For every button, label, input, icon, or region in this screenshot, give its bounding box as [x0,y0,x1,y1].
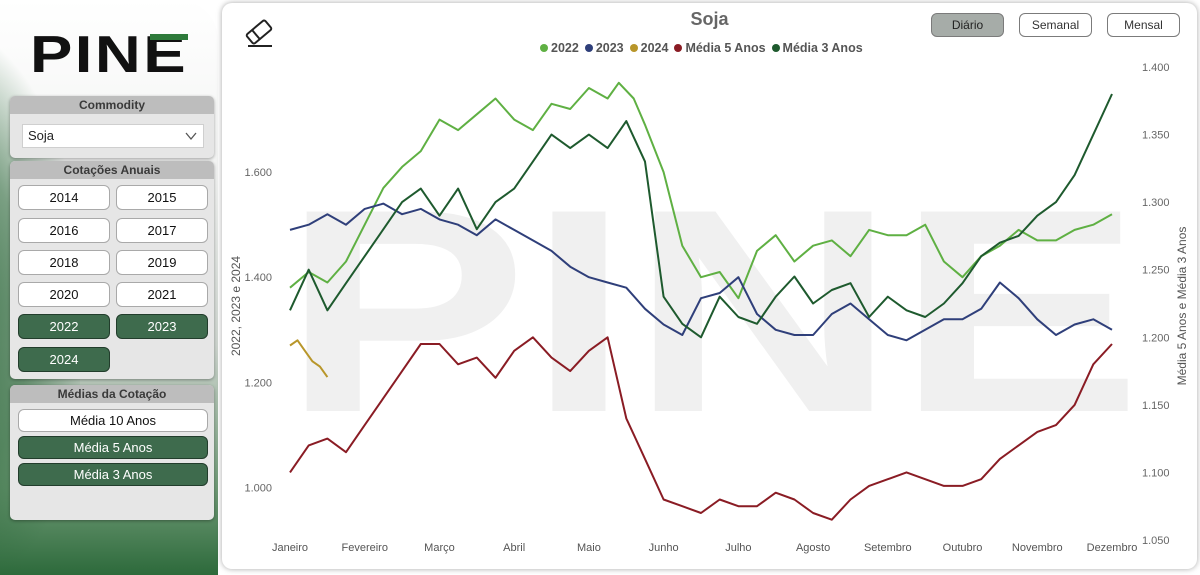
x-tick-label: Março [424,542,455,554]
medias-header: Médias da Cotação [10,385,214,403]
line-chart: 1.000 1.200 1.400 1.600 1.050 1.100 1.150 1.20… [229,62,1189,554]
year-button-2018[interactable]: 2018 [18,250,110,275]
year-button-2017[interactable]: 2017 [116,218,208,243]
chart-card: PINE Soja Diário Semanal Mensal 2022 202… [222,3,1197,569]
legend-swatch [674,44,683,52]
y2-tick-label: 1.200 [1142,332,1170,344]
x-tick-label: Julho [725,542,751,554]
year-button-2014[interactable]: 2014 [18,185,110,210]
y2-tick-label: 1.300 [1142,197,1170,209]
year-button-2016[interactable]: 2016 [18,218,110,243]
legend-item-media-3-anos[interactable]: Média 3 Anos [771,39,863,57]
x-tick-label: Setembro [864,542,912,554]
legend-label: Média 5 Anos [685,41,766,55]
legend-item-media-5-anos[interactable]: Média 5 Anos [674,39,766,57]
media-5-anos-button[interactable]: Média 5 Anos [18,436,208,459]
y-tick-label: 1.600 [244,167,272,179]
y-axis-right: 1.050 1.100 1.150 1.200 1.250 1.300 1.350 1.400 [1142,62,1170,547]
commodity-dropdown[interactable]: Soja [22,124,204,148]
watermark-text: PINE [282,149,1142,473]
y2-tick-label: 1.150 [1142,400,1170,412]
x-tick-label: Agosto [796,542,830,554]
cotacoes-panel: Cotações Anuais 2014 2015 2016 2017 2018… [10,161,214,379]
y2-tick-label: 1.350 [1142,130,1170,142]
media-3-anos-button[interactable]: Média 3 Anos [18,463,208,486]
series-line-m-dia-5-anos [289,336,1113,521]
commodity-header: Commodity [10,96,214,114]
y2-tick-label: 1.100 [1142,467,1170,479]
eraser-icon[interactable] [242,15,276,49]
x-tick-label: Dezembro [1087,542,1138,554]
year-button-2019[interactable]: 2019 [116,250,208,275]
y-tick-label: 1.400 [244,272,272,284]
legend-item-2022[interactable]: 2022 [540,39,579,57]
legend-item-2024[interactable]: 2024 [629,39,669,57]
year-button-2023[interactable]: 2023 [116,314,208,339]
year-button-2020[interactable]: 2020 [18,282,110,307]
x-axis: Janeiro Fevereiro Março Abril Maio Junho Julho… [272,542,1137,554]
x-tick-label: Janeiro [272,542,308,554]
legend-label: 2024 [640,41,669,55]
year-button-2015[interactable]: 2015 [116,185,208,210]
series-line-2022 [289,81,1113,300]
y2-tick-label: 1.400 [1142,62,1170,74]
x-tick-label: Abril [503,542,525,554]
x-tick-label: Maio [577,542,601,554]
legend-swatch [540,44,548,52]
y2-tick-label: 1.250 [1142,265,1170,277]
y-axis-left-title: 2022, 2023 e 2024 [229,256,243,356]
legend-item-2023[interactable]: 2023 [584,39,624,57]
medias-panel: Médias da Cotação Média 10 Anos Média 5 … [10,385,214,520]
series-line-m-dia-3-anos [289,93,1113,339]
legend-label: 2022 [551,41,579,55]
year-button-2021[interactable]: 2021 [116,282,208,307]
mensal-button[interactable]: Mensal [1107,13,1180,37]
y-axis-right-title: Média 5 Anos e Média 3 Anos [1175,227,1189,386]
x-tick-label: Novembro [1012,542,1063,554]
watermark: PINE [282,149,1142,473]
y2-tick-label: 1.050 [1142,535,1170,547]
chart-legend: 2022 2023 2024 Média 5 Anos Média 3 Anos [540,39,863,57]
x-tick-label: Fevereiro [341,542,387,554]
pine-logo: PINE [30,30,188,76]
legend-label: 2023 [595,41,624,55]
year-button-2022[interactable]: 2022 [18,314,110,339]
cotacoes-header: Cotações Anuais [10,161,214,179]
chevron-down-icon [185,132,197,141]
chart-title: Soja [690,9,729,29]
legend-swatch [584,44,593,52]
series-line-2023 [289,202,1113,342]
commodity-selected: Soja [28,128,55,143]
series-line-2024 [289,339,329,378]
y-tick-label: 1.000 [244,482,272,494]
series-lines [289,81,1113,521]
media-10-anos-button[interactable]: Média 10 Anos [18,409,208,432]
year-button-2024[interactable]: 2024 [18,347,110,372]
y-axis-left: 1.000 1.200 1.400 1.600 [244,167,272,494]
semanal-button[interactable]: Semanal [1019,13,1092,37]
commodity-panel: Commodity Soja [10,96,214,158]
y-tick-label: 1.200 [244,377,272,389]
sidebar: PINE Commodity Soja Cotações Anuais 2014… [0,0,218,575]
x-tick-label: Junho [649,542,679,554]
legend-swatch [771,44,780,52]
x-tick-label: Outubro [943,542,983,554]
legend-swatch [629,44,638,52]
diario-button[interactable]: Diário [931,13,1004,37]
legend-label: Média 3 Anos [782,41,863,55]
